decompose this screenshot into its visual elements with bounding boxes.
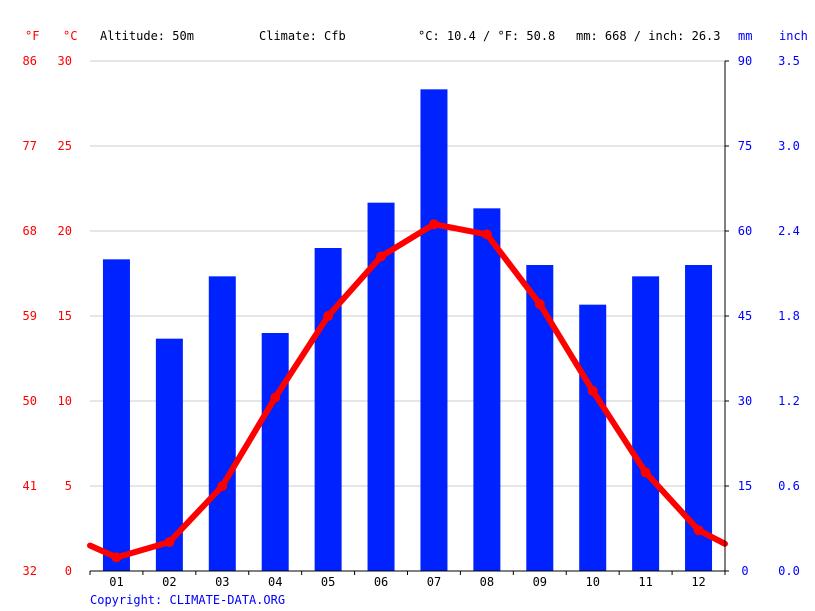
temperature-point bbox=[376, 251, 387, 262]
temperature-line-path bbox=[87, 221, 728, 561]
inch-tick-label: 0.6 bbox=[778, 479, 800, 493]
mm-tick-label: 30 bbox=[738, 394, 752, 408]
precipitation-bar bbox=[685, 265, 713, 571]
fahrenheit-tick-label: 32 bbox=[23, 564, 37, 578]
celsius-tick-label: 15 bbox=[58, 309, 72, 323]
inch-tick-label: 1.2 bbox=[778, 394, 800, 408]
precipitation-bar bbox=[261, 333, 289, 571]
temperature-point bbox=[693, 525, 704, 536]
precipitation-bars bbox=[102, 89, 713, 572]
axes bbox=[89, 60, 729, 575]
temperature-point bbox=[270, 392, 281, 403]
altitude-label: Altitude: 50m bbox=[100, 29, 194, 43]
month-tick-label: 06 bbox=[374, 575, 388, 589]
fahrenheit-tick-label: 86 bbox=[23, 54, 37, 68]
inch-tick-label: 3.5 bbox=[778, 54, 800, 68]
temperature-point bbox=[587, 385, 598, 396]
month-tick-label: 10 bbox=[585, 575, 599, 589]
fahrenheit-tick-label: 68 bbox=[23, 224, 37, 238]
inch-tick-label: 2.4 bbox=[778, 224, 800, 238]
precipitation-bar bbox=[632, 276, 660, 571]
celsius-tick-label: 30 bbox=[58, 54, 72, 68]
temperature-point bbox=[164, 537, 175, 548]
month-tick-label: 03 bbox=[215, 575, 229, 589]
mm-tick-label: 75 bbox=[738, 139, 752, 153]
celsius-tick-label: 0 bbox=[65, 564, 72, 578]
gridlines bbox=[90, 60, 725, 487]
fahrenheit-tick-label: 41 bbox=[23, 479, 37, 493]
precipitation-bar bbox=[579, 304, 607, 571]
tick-labels: 86 30 90 3.577 25 75 3.068 20 60 2.459 15 45 1.850 10… bbox=[23, 54, 800, 589]
inch-unit-label: inch bbox=[779, 29, 808, 43]
mm-tick-label: 90 bbox=[738, 54, 752, 68]
celsius-tick-label: 20 bbox=[58, 224, 72, 238]
temperature-point bbox=[640, 467, 651, 478]
mm-tick-label: 60 bbox=[738, 224, 752, 238]
celsius-unit-label: °C bbox=[63, 29, 77, 43]
fahrenheit-tick-label: 59 bbox=[23, 309, 37, 323]
precipitation-bar bbox=[102, 259, 130, 571]
month-tick-label: 09 bbox=[533, 575, 547, 589]
month-tick-label: 04 bbox=[268, 575, 282, 589]
inch-tick-label: 0.0 bbox=[778, 564, 800, 578]
climate-label: Climate: Cfb bbox=[259, 29, 346, 43]
mm-tick-label: 45 bbox=[738, 309, 752, 323]
month-tick-label: 02 bbox=[162, 575, 176, 589]
celsius-tick-label: 25 bbox=[58, 139, 72, 153]
inch-tick-label: 3.0 bbox=[778, 139, 800, 153]
copyright-text: Copyright: CLIMATE-DATA.ORG bbox=[90, 593, 285, 607]
celsius-tick-label: 5 bbox=[65, 479, 72, 493]
precipitation-bar bbox=[314, 248, 342, 571]
temperature-point bbox=[481, 229, 492, 240]
month-tick-label: 07 bbox=[427, 575, 441, 589]
temperature-point bbox=[428, 219, 439, 230]
average-temperature-label: °C: 10.4 / °F: 50.8 bbox=[418, 29, 555, 43]
month-tick-label: 01 bbox=[109, 575, 123, 589]
fahrenheit-unit-label: °F bbox=[25, 29, 39, 43]
temperature-point bbox=[534, 299, 545, 310]
temperature-point bbox=[217, 481, 228, 491]
month-tick-label: 05 bbox=[321, 575, 335, 589]
temperature-line bbox=[87, 219, 728, 563]
fahrenheit-tick-label: 77 bbox=[23, 139, 37, 153]
total-precipitation-label: mm: 668 / inch: 26.3 bbox=[576, 29, 721, 43]
month-tick-label: 08 bbox=[480, 575, 494, 589]
temperature-point bbox=[323, 311, 334, 321]
fahrenheit-tick-label: 50 bbox=[23, 394, 37, 408]
mm-tick-label: 15 bbox=[738, 479, 752, 493]
temperature-point bbox=[111, 552, 122, 563]
precipitation-bar bbox=[208, 276, 236, 571]
month-tick-label: 12 bbox=[691, 575, 705, 589]
precipitation-bar bbox=[473, 208, 501, 572]
mm-unit-label: mm bbox=[738, 29, 752, 43]
celsius-tick-label: 10 bbox=[58, 394, 72, 408]
month-tick-label: 11 bbox=[638, 575, 652, 589]
precipitation-bar bbox=[420, 89, 448, 571]
mm-tick-label: 0 bbox=[741, 564, 748, 578]
inch-tick-label: 1.8 bbox=[778, 309, 800, 323]
precipitation-bar bbox=[526, 265, 554, 571]
